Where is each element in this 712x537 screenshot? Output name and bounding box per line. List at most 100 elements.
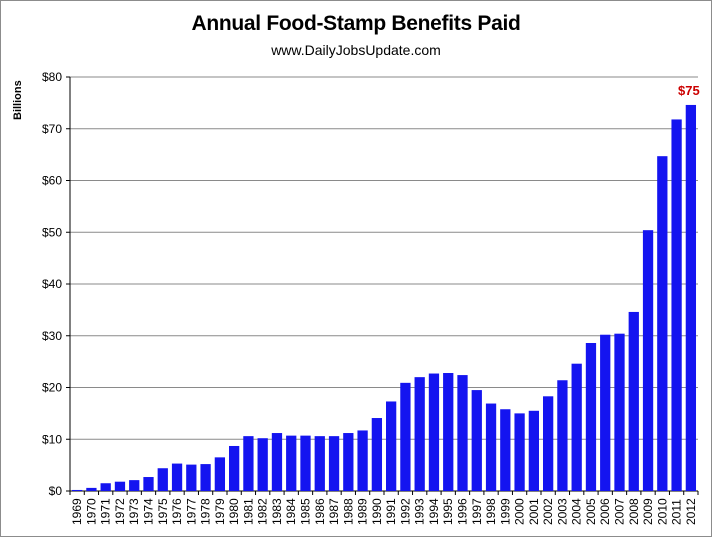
bar-2000 (514, 413, 525, 492)
x-tick-label: 2009 (641, 498, 655, 525)
y-tick-label: $30 (42, 329, 62, 343)
bar-1981 (243, 436, 254, 491)
bar-1970 (86, 487, 97, 491)
x-tick-label: 1984 (284, 498, 298, 525)
x-tick-label: 2008 (627, 498, 641, 525)
x-tick-label: 2005 (584, 498, 598, 525)
x-tick-label: 1983 (270, 498, 284, 525)
bar-1975 (157, 468, 168, 491)
bar-2007 (614, 333, 625, 491)
x-tick-label: 2001 (527, 498, 541, 525)
x-tick-label: 2006 (598, 498, 612, 525)
y-tick-label: $40 (42, 277, 62, 291)
x-tick-label: 1998 (484, 498, 498, 525)
bar-1987 (328, 436, 340, 491)
x-tick-label: 1975 (156, 498, 170, 525)
x-tick-label: 1988 (341, 498, 355, 525)
x-tick-label: 1991 (384, 498, 398, 525)
y-tick-label: $80 (42, 70, 62, 84)
bar-2002 (543, 396, 554, 491)
bar-1978 (200, 464, 211, 491)
x-tick-label: 1993 (413, 498, 427, 525)
bar-value-annotation: $75 (678, 83, 700, 98)
x-tick-label: 1977 (184, 498, 198, 525)
y-tick-label: $0 (49, 484, 63, 498)
x-tick-label: 1985 (299, 498, 313, 525)
x-tick-label: 1974 (142, 498, 156, 525)
x-tick-label: 1982 (256, 498, 270, 525)
bar-1972 (114, 481, 126, 491)
bar-1995 (443, 373, 454, 491)
bar-1999 (500, 409, 511, 491)
x-tick-label: 1999 (498, 498, 512, 525)
y-tick-label: $50 (42, 225, 62, 239)
x-tick-label: 1981 (241, 498, 255, 525)
bar-1969 (72, 489, 83, 491)
bar-1971 (100, 483, 111, 491)
bar-1998 (485, 403, 497, 491)
x-tick-label: 1986 (313, 498, 327, 525)
x-tick-label: 2002 (541, 498, 555, 525)
chart-subtitle: www.DailyJobsUpdate.com (271, 42, 441, 58)
bar-2001 (528, 410, 540, 491)
y-axis-ticks: $0 $10 $20 $30 $40 $50 $60 $70 $80 (42, 70, 70, 498)
bar-2006 (600, 334, 611, 491)
x-tick-label: 1976 (170, 498, 184, 525)
x-tick-label: 1978 (199, 498, 213, 525)
x-tick-label: 1973 (127, 498, 141, 525)
x-tick-label: 1989 (356, 498, 370, 525)
x-tick-label: 2003 (555, 498, 569, 525)
bar-1979 (214, 457, 226, 491)
x-tick-label: 1997 (470, 498, 484, 525)
bar-1991 (386, 401, 397, 491)
y-tick-label: $10 (42, 432, 62, 446)
y-tick-label: $20 (42, 381, 62, 395)
bar-1984 (286, 435, 297, 491)
x-tick-label: 1979 (213, 498, 227, 525)
bar-2011 (671, 119, 682, 491)
bar-2003 (557, 380, 568, 491)
bar-1985 (300, 435, 311, 491)
x-tick-label: 2000 (513, 498, 527, 525)
bar-2012 (685, 104, 697, 491)
x-tick-label: 2011 (670, 499, 684, 525)
bars (72, 104, 697, 492)
annotations: $75 (678, 83, 700, 98)
x-tick-label: 1972 (113, 498, 127, 525)
bar-1976 (171, 463, 183, 491)
x-tick-label: 1996 (456, 498, 470, 525)
bar-1989 (357, 430, 368, 491)
x-tick-label: 2012 (684, 498, 698, 525)
bar-1992 (400, 382, 411, 491)
bar-2004 (571, 363, 582, 491)
bar-2010 (657, 156, 668, 491)
gridlines (69, 76, 698, 492)
x-tick-label: 2004 (570, 498, 584, 525)
bar-1973 (129, 480, 140, 491)
x-tick-label: 1980 (227, 498, 241, 525)
x-tick-label: 2007 (613, 498, 627, 525)
x-tick-label: 1992 (398, 498, 412, 525)
bar-1993 (414, 377, 425, 491)
chart-title: Annual Food-Stamp Benefits Paid (191, 12, 521, 35)
bar-2005 (585, 343, 597, 491)
bar-1990 (371, 418, 383, 491)
bar-1996 (457, 375, 468, 491)
bar-1988 (343, 433, 354, 491)
x-tick-label: 1995 (441, 498, 455, 525)
bar-1982 (257, 438, 268, 491)
bar-1997 (471, 390, 482, 491)
bar-1977 (186, 464, 197, 491)
y-tick-label: $60 (42, 174, 62, 188)
x-tick-label: 1971 (99, 498, 113, 525)
bar-2009 (642, 230, 654, 491)
bar-1974 (143, 477, 154, 491)
bar-1980 (229, 445, 240, 491)
bar-1994 (428, 373, 440, 491)
x-tick-label: 1970 (84, 498, 98, 525)
x-tick-label: 1990 (370, 498, 384, 525)
x-tick-label: 1987 (327, 498, 341, 525)
bar-1986 (314, 436, 325, 491)
y-tick-label: $70 (42, 122, 62, 136)
